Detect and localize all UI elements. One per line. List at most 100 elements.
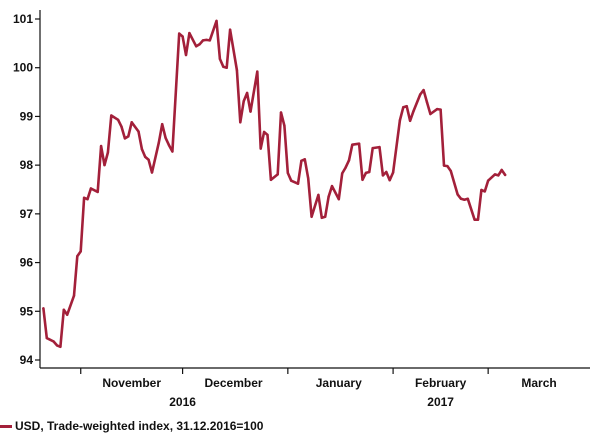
data-point	[164, 136, 167, 140]
data-point	[422, 88, 425, 92]
legend: USD, Trade-weighted index, 31.12.2016=10…	[0, 418, 263, 434]
data-point	[235, 68, 239, 72]
data-point	[52, 340, 55, 343]
data-point	[351, 143, 354, 146]
data-point	[500, 168, 503, 172]
data-point	[218, 57, 222, 61]
data-point	[402, 106, 405, 109]
data-point	[446, 164, 449, 168]
data-point	[364, 171, 368, 175]
data-point	[147, 158, 150, 161]
data-point	[286, 171, 289, 175]
x-tick-label: December	[205, 376, 263, 390]
data-point	[62, 308, 65, 311]
x-tick-label: November	[102, 376, 161, 390]
data-point	[144, 155, 147, 159]
data-point	[55, 344, 59, 347]
data-point	[215, 19, 218, 23]
data-point	[188, 31, 191, 35]
data-point	[269, 178, 273, 181]
y-tick-label: 99	[20, 109, 34, 123]
data-point	[412, 109, 415, 113]
data-point	[497, 174, 500, 177]
data-point	[442, 164, 446, 167]
y-tick-label: 100	[13, 61, 33, 75]
data-point	[259, 147, 262, 150]
legend-label: USD, Trade-weighted index, 31.12.2016=10…	[15, 419, 264, 433]
data-point	[276, 173, 279, 176]
data-point	[310, 215, 313, 218]
data-point	[368, 170, 371, 174]
data-point	[262, 130, 266, 134]
data-point	[42, 307, 45, 310]
data-point	[266, 133, 269, 137]
data-point	[150, 171, 154, 174]
data-point	[290, 179, 293, 182]
data-point	[344, 166, 347, 169]
data-point	[385, 170, 388, 174]
x-year-label: 2016	[169, 395, 196, 409]
data-point	[300, 159, 303, 162]
data-point	[320, 216, 323, 219]
data-point	[205, 38, 208, 42]
data-point	[347, 159, 351, 162]
data-point	[388, 179, 391, 182]
data-point	[66, 313, 69, 316]
data-point	[466, 197, 469, 200]
data-point	[222, 65, 225, 68]
data-point	[198, 43, 201, 46]
data-point	[79, 250, 82, 253]
data-point	[279, 111, 283, 114]
data-point	[181, 35, 184, 38]
data-point	[463, 198, 466, 201]
data-point	[120, 125, 123, 128]
x-tick-label: March	[521, 376, 556, 390]
data-point	[140, 147, 144, 151]
data-point	[503, 173, 507, 177]
data-point	[103, 163, 106, 167]
data-point	[429, 112, 432, 116]
data-point	[493, 173, 497, 176]
data-point	[195, 45, 198, 48]
data-point	[76, 255, 79, 258]
data-point	[476, 218, 480, 221]
y-axis: 94 95 96 97 98 99 100 101	[13, 10, 41, 368]
data-point	[357, 142, 361, 145]
data-point	[296, 182, 300, 185]
legend-swatch	[0, 424, 12, 428]
data-point	[337, 198, 340, 201]
data-point	[405, 105, 408, 108]
data-point	[249, 110, 252, 113]
data-point	[178, 32, 181, 35]
x-year-label: 2017	[427, 395, 454, 409]
data-point	[456, 193, 459, 196]
data-point	[161, 123, 164, 126]
data-point	[239, 121, 242, 124]
data-point	[439, 108, 442, 111]
data-point	[106, 151, 110, 154]
data-point	[137, 130, 140, 133]
x-axis: November December January February March 2016…	[40, 367, 590, 409]
data-point	[408, 119, 412, 123]
data-point	[123, 137, 127, 140]
data-point	[341, 172, 344, 175]
data-point	[245, 91, 249, 95]
data-point	[157, 141, 160, 144]
data-point	[228, 28, 232, 31]
data-point	[167, 144, 171, 147]
data-point	[72, 294, 76, 297]
data-point	[184, 53, 188, 57]
data-point	[391, 171, 395, 174]
data-point	[225, 66, 228, 69]
data-point	[99, 144, 103, 148]
data-point	[317, 193, 320, 197]
data-point	[116, 118, 120, 122]
data-point	[59, 345, 62, 348]
data-point	[303, 158, 306, 161]
data-point	[130, 121, 133, 124]
y-tick-label: 96	[20, 256, 34, 270]
series-line	[42, 19, 507, 349]
data-point	[127, 135, 130, 138]
data-point	[483, 190, 486, 193]
data-point	[327, 195, 330, 198]
